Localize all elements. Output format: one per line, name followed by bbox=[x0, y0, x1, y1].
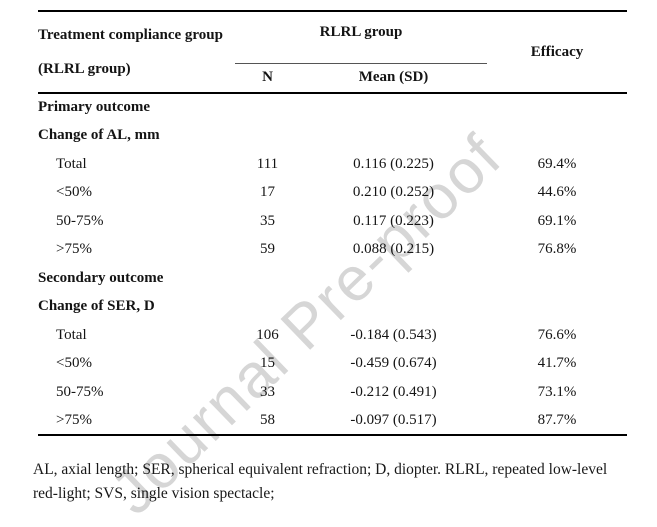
n-value: 35 bbox=[260, 212, 275, 229]
efficacy-value: 41.7% bbox=[537, 355, 577, 372]
table-row: 50-75% 35 0.117 (0.223) 69.1% bbox=[38, 207, 627, 236]
header-treatment-compliance-line2: (RLRL group) bbox=[38, 61, 131, 77]
n-value: 33 bbox=[260, 383, 275, 400]
header-n: N bbox=[235, 63, 300, 94]
efficacy-value: 69.4% bbox=[537, 155, 577, 172]
table-footnote: AL, axial length; SER, spherical equival… bbox=[33, 461, 608, 502]
row-label: >75% bbox=[56, 411, 92, 428]
header-treatment-compliance-group: Treatment compliance group (RLRL group) bbox=[38, 11, 235, 94]
efficacy-value: 76.6% bbox=[537, 326, 577, 343]
mean-sd-value: -0.459 (0.674) bbox=[350, 355, 437, 372]
table-header: Treatment compliance group (RLRL group) … bbox=[38, 11, 628, 94]
header-efficacy: Efficacy bbox=[487, 11, 628, 94]
mean-sd-value: 0.088 (0.215) bbox=[352, 241, 435, 258]
section-row: Primary outcome bbox=[38, 93, 627, 122]
header-treatment-compliance-line1: Treatment compliance group bbox=[38, 27, 223, 43]
section-row: Secondary outcome bbox=[38, 264, 627, 293]
compliance-efficacy-table: Treatment compliance group (RLRL group) … bbox=[38, 10, 628, 436]
row-label: Total bbox=[56, 155, 87, 172]
n-value: 106 bbox=[256, 326, 279, 343]
efficacy-value: 44.6% bbox=[537, 184, 577, 201]
table-row: Total 106 -0.184 (0.543) 76.6% bbox=[38, 321, 627, 350]
n-value: 15 bbox=[260, 355, 275, 372]
n-value: 58 bbox=[260, 411, 275, 428]
section-row: Change of AL, mm bbox=[38, 122, 627, 151]
efficacy-value: 87.7% bbox=[537, 411, 577, 428]
row-label: <50% bbox=[56, 355, 92, 372]
n-value: 59 bbox=[260, 241, 275, 258]
section-label: Change of AL, mm bbox=[38, 127, 160, 144]
row-label: <50% bbox=[56, 184, 92, 201]
table-row: <50% 15 -0.459 (0.674) 41.7% bbox=[38, 350, 627, 379]
section-label: Secondary outcome bbox=[38, 269, 164, 286]
efficacy-value: 69.1% bbox=[537, 212, 577, 229]
row-label: >75% bbox=[56, 241, 92, 258]
section-label: Change of SER, D bbox=[38, 298, 155, 315]
section-label: Primary outcome bbox=[38, 99, 151, 116]
table-row: >75% 59 0.088 (0.215) 76.8% bbox=[38, 236, 627, 265]
header-rlrl-group: RLRL group bbox=[235, 11, 488, 64]
n-value: 111 bbox=[256, 155, 279, 172]
table-row: Total 111 0.116 (0.225) 69.4% bbox=[38, 150, 627, 179]
row-label: 50-75% bbox=[56, 383, 104, 400]
table-body: Primary outcome Change of AL, mm Total 1… bbox=[38, 93, 627, 435]
row-label: Total bbox=[56, 326, 87, 343]
header-mean-sd: Mean (SD) bbox=[300, 63, 488, 94]
mean-sd-value: 0.116 (0.225) bbox=[353, 155, 434, 172]
section-row: Change of SER, D bbox=[38, 293, 627, 322]
mean-sd-value: 0.210 (0.252) bbox=[352, 184, 435, 201]
efficacy-value: 76.8% bbox=[537, 241, 577, 258]
mean-sd-value: -0.097 (0.517) bbox=[350, 411, 437, 428]
n-value: 17 bbox=[260, 184, 275, 201]
mean-sd-value: 0.117 (0.223) bbox=[353, 212, 434, 229]
mean-sd-value: -0.184 (0.543) bbox=[350, 326, 437, 343]
table-row: <50% 17 0.210 (0.252) 44.6% bbox=[38, 179, 627, 208]
mean-sd-value: -0.212 (0.491) bbox=[350, 383, 437, 400]
table-row: 50-75% 33 -0.212 (0.491) 73.1% bbox=[38, 378, 627, 407]
table-row: >75% 58 -0.097 (0.517) 87.7% bbox=[38, 407, 627, 436]
efficacy-value: 73.1% bbox=[537, 383, 577, 400]
row-label: 50-75% bbox=[56, 212, 104, 229]
